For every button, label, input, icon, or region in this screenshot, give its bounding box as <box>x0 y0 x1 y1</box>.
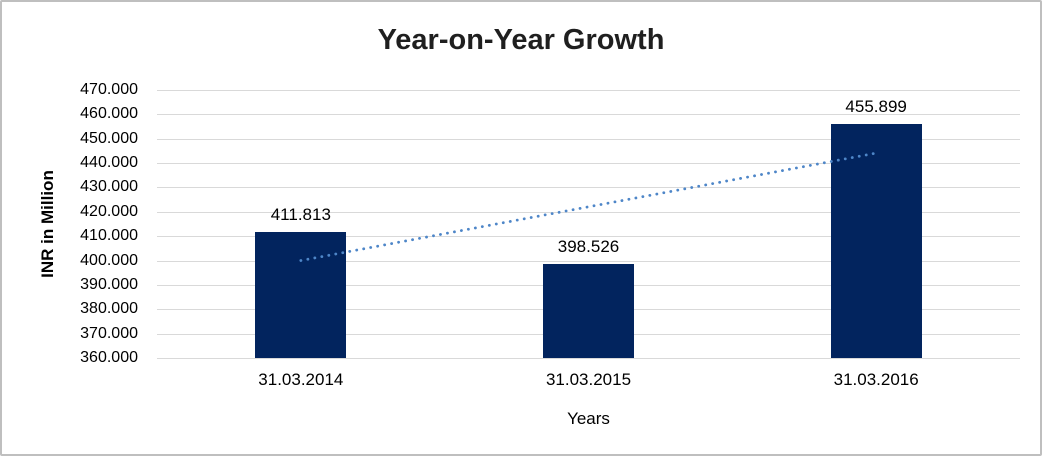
x-tick-label: 31.03.2015 <box>545 370 632 389</box>
plot-area <box>157 90 1020 359</box>
y-tick-label: 420.000 <box>80 202 138 220</box>
x-tick-label: 31.03.2014 <box>258 370 344 389</box>
y-tick-label: 470.000 <box>80 81 138 98</box>
x-tick-label: 31.03.2016 <box>833 370 919 389</box>
y-tick-label: 360.000 <box>80 349 138 366</box>
bar-value-label: 398.526 <box>557 237 620 257</box>
bar-31.03.2014 <box>255 231 347 358</box>
y-axis-title: INR in Million <box>38 170 57 278</box>
bar-value-label: 411.813 <box>270 204 331 224</box>
gridline <box>157 260 1020 262</box>
gridline <box>157 211 1020 213</box>
y-tick-label: 410.000 <box>80 227 138 245</box>
x-axis-title: Years <box>567 409 610 428</box>
y-tick-label: 450.000 <box>80 129 138 147</box>
chart-title: Year-on-Year Growth <box>377 24 665 56</box>
bar-31.03.2015 <box>543 264 634 358</box>
y-tick-label: 460.000 <box>80 105 138 123</box>
y-tick-label: 370.000 <box>80 324 138 342</box>
gridline <box>157 90 1020 91</box>
y-tick-label: 440.000 <box>80 154 138 172</box>
bar-value-label: 455.899 <box>845 97 907 117</box>
gridline <box>157 114 1020 116</box>
gridline <box>157 163 1020 165</box>
y-tick-label: 390.000 <box>80 275 138 293</box>
y-tick-label: 400.000 <box>80 251 138 269</box>
gridline <box>157 358 1020 359</box>
gridline <box>157 236 1020 238</box>
y-tick-label: 430.000 <box>80 178 138 196</box>
bar-31.03.2016 <box>830 124 922 358</box>
gridline <box>157 138 1020 140</box>
y-tick-label: 380.000 <box>80 300 138 318</box>
gridline <box>157 187 1020 189</box>
